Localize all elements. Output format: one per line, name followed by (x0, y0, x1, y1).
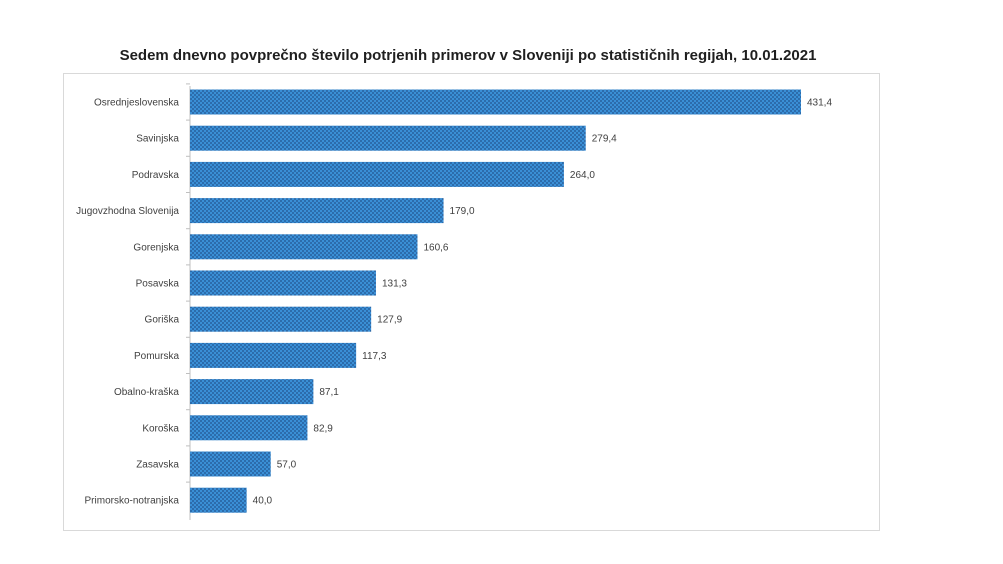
category-label: Koroška (142, 423, 179, 434)
bar (190, 306, 372, 332)
bar (190, 487, 247, 513)
category-label: Posavska (136, 279, 180, 290)
category-label: Obalno-kraška (114, 387, 179, 398)
category-label: Goriška (145, 315, 180, 326)
bar (190, 161, 564, 187)
data-label: 160,6 (423, 242, 448, 253)
bar (190, 198, 444, 224)
data-label: 87,1 (319, 387, 339, 398)
data-label: 57,0 (277, 460, 297, 471)
data-label: 431,4 (807, 98, 832, 109)
category-label: Osrednjeslovenska (94, 98, 179, 109)
chart-title: Sedem dnevno povprečno število potrjenih… (119, 47, 817, 64)
data-label: 131,3 (382, 279, 407, 290)
bar (190, 379, 314, 405)
data-label: 117,3 (362, 351, 387, 362)
bar (190, 342, 357, 368)
data-label: 179,0 (450, 206, 475, 217)
category-label: Gorenjska (133, 242, 179, 253)
category-label: Pomurska (134, 351, 179, 362)
data-label: 127,9 (377, 315, 402, 326)
data-label: 279,4 (592, 134, 617, 145)
bar (190, 451, 271, 477)
bar (190, 125, 586, 151)
bar (190, 234, 418, 260)
bar (190, 415, 308, 441)
bar (190, 89, 801, 115)
category-label: Primorsko-notranjska (85, 496, 180, 507)
category-label: Savinjska (136, 134, 179, 145)
category-label: Zasavska (136, 460, 179, 471)
category-label: Jugovzhodna Slovenija (76, 206, 179, 217)
category-label: Podravska (132, 170, 180, 181)
bar (190, 270, 376, 296)
data-label: 40,0 (253, 496, 273, 507)
data-label: 82,9 (313, 423, 333, 434)
data-label: 264,0 (570, 170, 595, 181)
